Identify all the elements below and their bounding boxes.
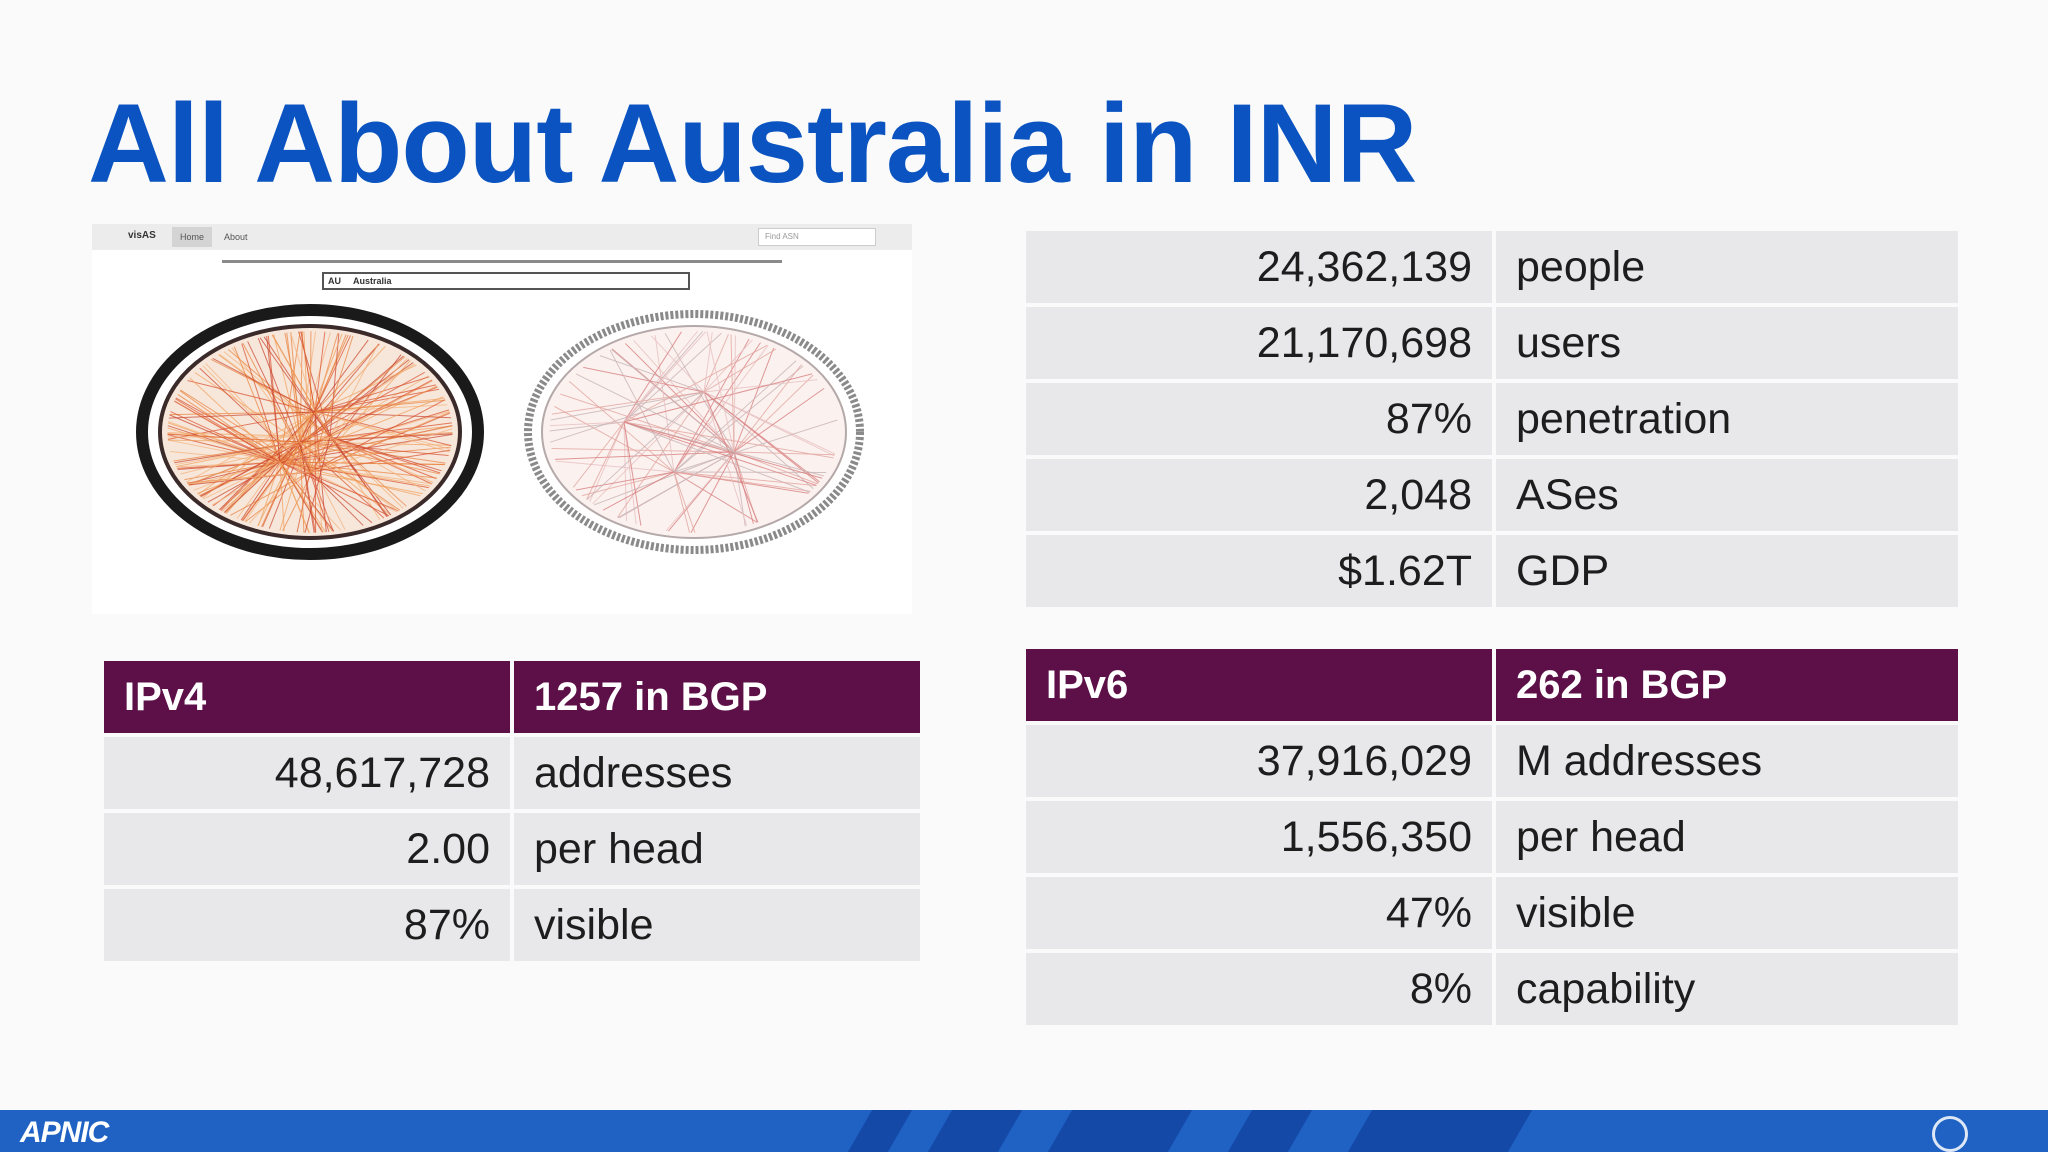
ipv6-stat-row: 37,916,029 M addresses [1026, 725, 1958, 797]
ipv4-stat-row: 2.00 per head [104, 813, 920, 885]
ipv4-stat-value: 48,617,728 [104, 737, 510, 809]
embedded-country-selector: AU Australia [322, 272, 690, 290]
country-stat-value: 24,362,139 [1026, 231, 1492, 303]
country-stat-row: 21,170,698 users [1026, 307, 1958, 379]
country-stat-row: 24,362,139 people [1026, 231, 1958, 303]
ipv6-stat-row: 47% visible [1026, 877, 1958, 949]
footer-stripe [1347, 1110, 1533, 1152]
country-stat-row: 87% penetration [1026, 383, 1958, 455]
ipv6-bgp-count: 262 in BGP [1496, 649, 1958, 721]
country-stats-table: 24,362,139 people 21,170,698 users 87% penetr… [1022, 227, 1962, 611]
ipv4-stat-value: 2.00 [104, 813, 510, 885]
embedded-navbar: visAS Home About Find ASN [92, 224, 912, 250]
country-stat-label: ASes [1496, 459, 1958, 531]
ipv6-stat-row: 1,556,350 per head [1026, 801, 1958, 873]
ipv6-header-label: IPv6 [1026, 649, 1492, 721]
country-stat-label: GDP [1496, 535, 1958, 607]
ipv6-stat-label: visible [1496, 877, 1958, 949]
ipv6-stat-value: 37,916,029 [1026, 725, 1492, 797]
country-stat-label: penetration [1496, 383, 1958, 455]
embedded-description [222, 260, 782, 263]
embedded-country-name: Australia [353, 276, 392, 286]
footer-stripe [847, 1110, 913, 1152]
ipv4-header-label: IPv4 [104, 661, 510, 733]
ipv4-stat-row: 87% visible [104, 889, 920, 961]
embedded-nav-tab-home: Home [172, 227, 213, 247]
ipv6-as-graph [524, 310, 864, 554]
country-stat-row: $1.62T GDP [1026, 535, 1958, 607]
footer-stripe [1227, 1110, 1313, 1152]
ipv6-stats-table: IPv6 262 in BGP 37,916,029 M addresses 1,5… [1022, 645, 1962, 1029]
ipv6-stat-label: per head [1496, 801, 1958, 873]
ipv4-stat-value: 87% [104, 889, 510, 961]
country-stat-row: 2,048 ASes [1026, 459, 1958, 531]
apnic-brand-icon [1932, 1116, 1968, 1152]
ipv6-stat-value: 8% [1026, 953, 1492, 1025]
ipv4-stats-table: IPv4 1257 in BGP 48,617,728 addresses 2.00… [100, 657, 924, 965]
ipv4-stat-label: visible [514, 889, 920, 961]
embedded-nav-brand: visAS [128, 230, 156, 241]
slide-title: All About Australia in INR [88, 81, 1417, 206]
country-stat-value: 87% [1026, 383, 1492, 455]
footer-bar: APNIC [0, 1110, 2048, 1152]
as-graph-illustration [136, 304, 864, 560]
ipv4-header-row: IPv4 1257 in BGP [104, 661, 920, 733]
ipv4-as-graph [136, 304, 484, 560]
country-stat-value: 21,170,698 [1026, 307, 1492, 379]
apnic-logo: APNIC [20, 1116, 109, 1149]
ipv4-bgp-count: 1257 in BGP [514, 661, 920, 733]
footer-stripe [1047, 1110, 1193, 1152]
ipv6-stat-label: M addresses [1496, 725, 1958, 797]
embedded-nav-tab-about: About [224, 232, 248, 242]
ipv4-stat-row: 48,617,728 addresses [104, 737, 920, 809]
country-stat-value: 2,048 [1026, 459, 1492, 531]
country-stat-label: users [1496, 307, 1958, 379]
ipv4-stat-label: addresses [514, 737, 920, 809]
embedded-search-field: Find ASN [758, 228, 876, 246]
ipv6-header-row: IPv6 262 in BGP [1026, 649, 1958, 721]
ipv6-stat-row: 8% capability [1026, 953, 1958, 1025]
ipv6-stat-value: 47% [1026, 877, 1492, 949]
country-stat-value: $1.62T [1026, 535, 1492, 607]
embedded-country-code: AU [328, 276, 341, 286]
embedded-screenshot: visAS Home About Find ASN AU Australia [92, 224, 912, 614]
ipv6-stat-label: capability [1496, 953, 1958, 1025]
ipv4-stat-label: per head [514, 813, 920, 885]
country-stat-label: people [1496, 231, 1958, 303]
footer-stripe [927, 1110, 1023, 1152]
ipv6-stat-value: 1,556,350 [1026, 801, 1492, 873]
